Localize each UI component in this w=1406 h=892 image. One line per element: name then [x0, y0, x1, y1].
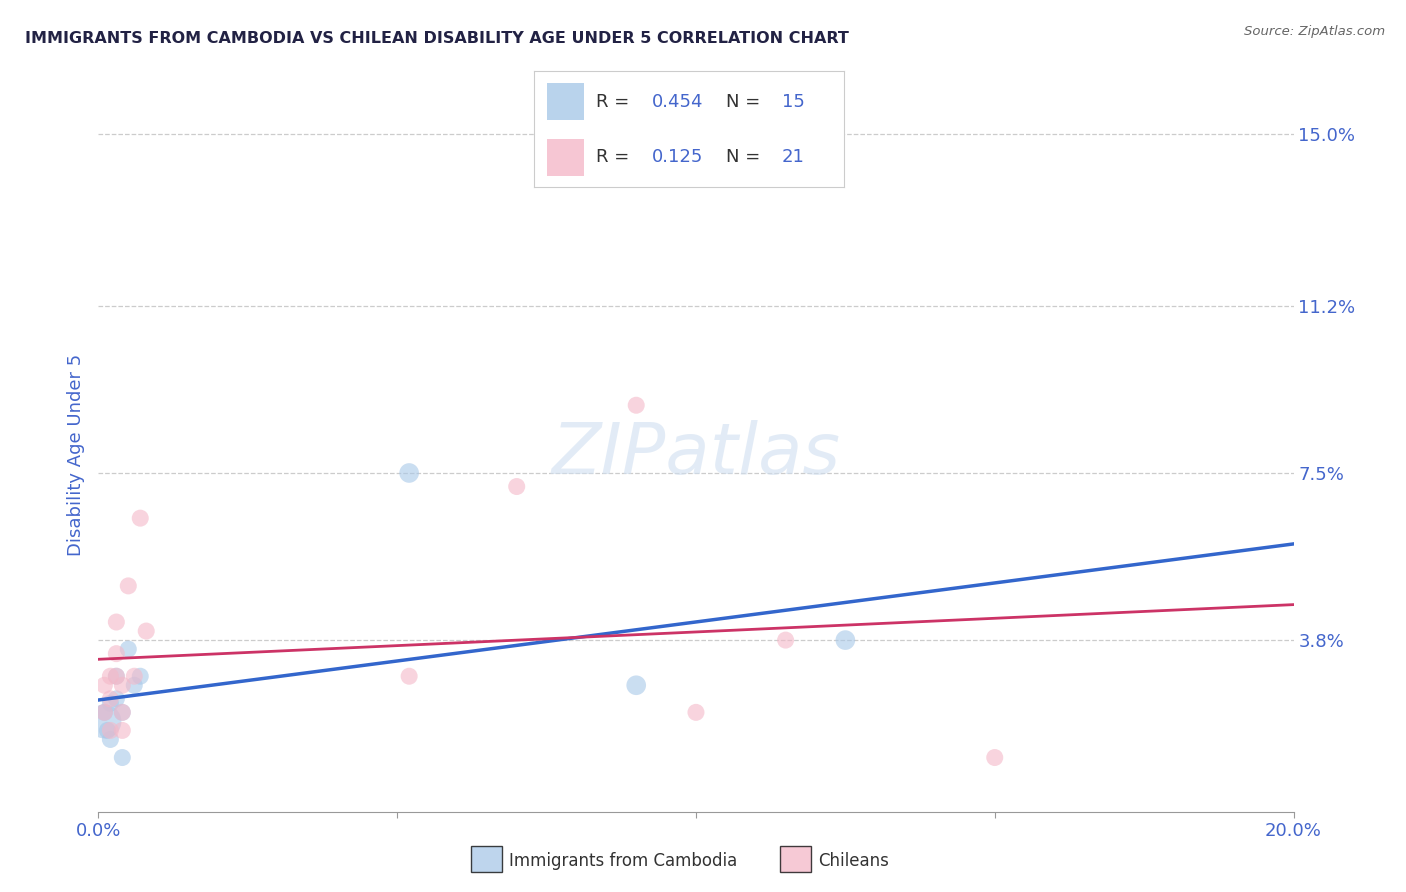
- Point: [124, 678, 146, 692]
- Point: [98, 723, 122, 738]
- Point: [98, 732, 122, 747]
- Point: [111, 706, 134, 720]
- Point: [111, 750, 134, 764]
- Point: [775, 633, 797, 648]
- Point: [105, 647, 128, 661]
- Point: [93, 714, 115, 729]
- Text: N =: N =: [725, 93, 766, 111]
- Point: [93, 706, 115, 720]
- Point: [93, 706, 115, 720]
- Text: 0.125: 0.125: [652, 148, 703, 166]
- Point: [626, 678, 648, 692]
- Point: [93, 678, 115, 692]
- Text: R =: R =: [596, 148, 641, 166]
- Point: [117, 579, 139, 593]
- Text: Chileans: Chileans: [818, 852, 889, 870]
- Point: [135, 624, 157, 638]
- Point: [984, 750, 1007, 764]
- Point: [105, 669, 128, 683]
- Text: Source: ZipAtlas.com: Source: ZipAtlas.com: [1244, 25, 1385, 38]
- Point: [834, 633, 856, 648]
- Text: Immigrants from Cambodia: Immigrants from Cambodia: [509, 852, 737, 870]
- Text: R =: R =: [596, 93, 636, 111]
- Point: [506, 479, 529, 493]
- Text: 15: 15: [782, 93, 804, 111]
- Point: [129, 669, 152, 683]
- Text: IMMIGRANTS FROM CAMBODIA VS CHILEAN DISABILITY AGE UNDER 5 CORRELATION CHART: IMMIGRANTS FROM CAMBODIA VS CHILEAN DISA…: [25, 31, 849, 46]
- Point: [105, 615, 128, 629]
- Point: [98, 691, 122, 706]
- Point: [117, 642, 139, 657]
- Point: [105, 669, 128, 683]
- Point: [626, 398, 648, 412]
- Y-axis label: Disability Age Under 5: Disability Age Under 5: [66, 354, 84, 556]
- Text: N =: N =: [725, 148, 766, 166]
- Point: [96, 723, 118, 738]
- Point: [105, 691, 128, 706]
- Text: 21: 21: [782, 148, 804, 166]
- Point: [98, 696, 122, 710]
- Point: [124, 669, 146, 683]
- Point: [398, 669, 420, 683]
- Point: [111, 678, 134, 692]
- Text: 0.454: 0.454: [652, 93, 703, 111]
- Text: ZIPatlas: ZIPatlas: [551, 420, 841, 490]
- Bar: [547, 83, 583, 120]
- Point: [129, 511, 152, 525]
- Point: [398, 466, 420, 480]
- Point: [98, 669, 122, 683]
- Point: [685, 706, 707, 720]
- Point: [111, 706, 134, 720]
- Point: [111, 723, 134, 738]
- Bar: [547, 138, 583, 176]
